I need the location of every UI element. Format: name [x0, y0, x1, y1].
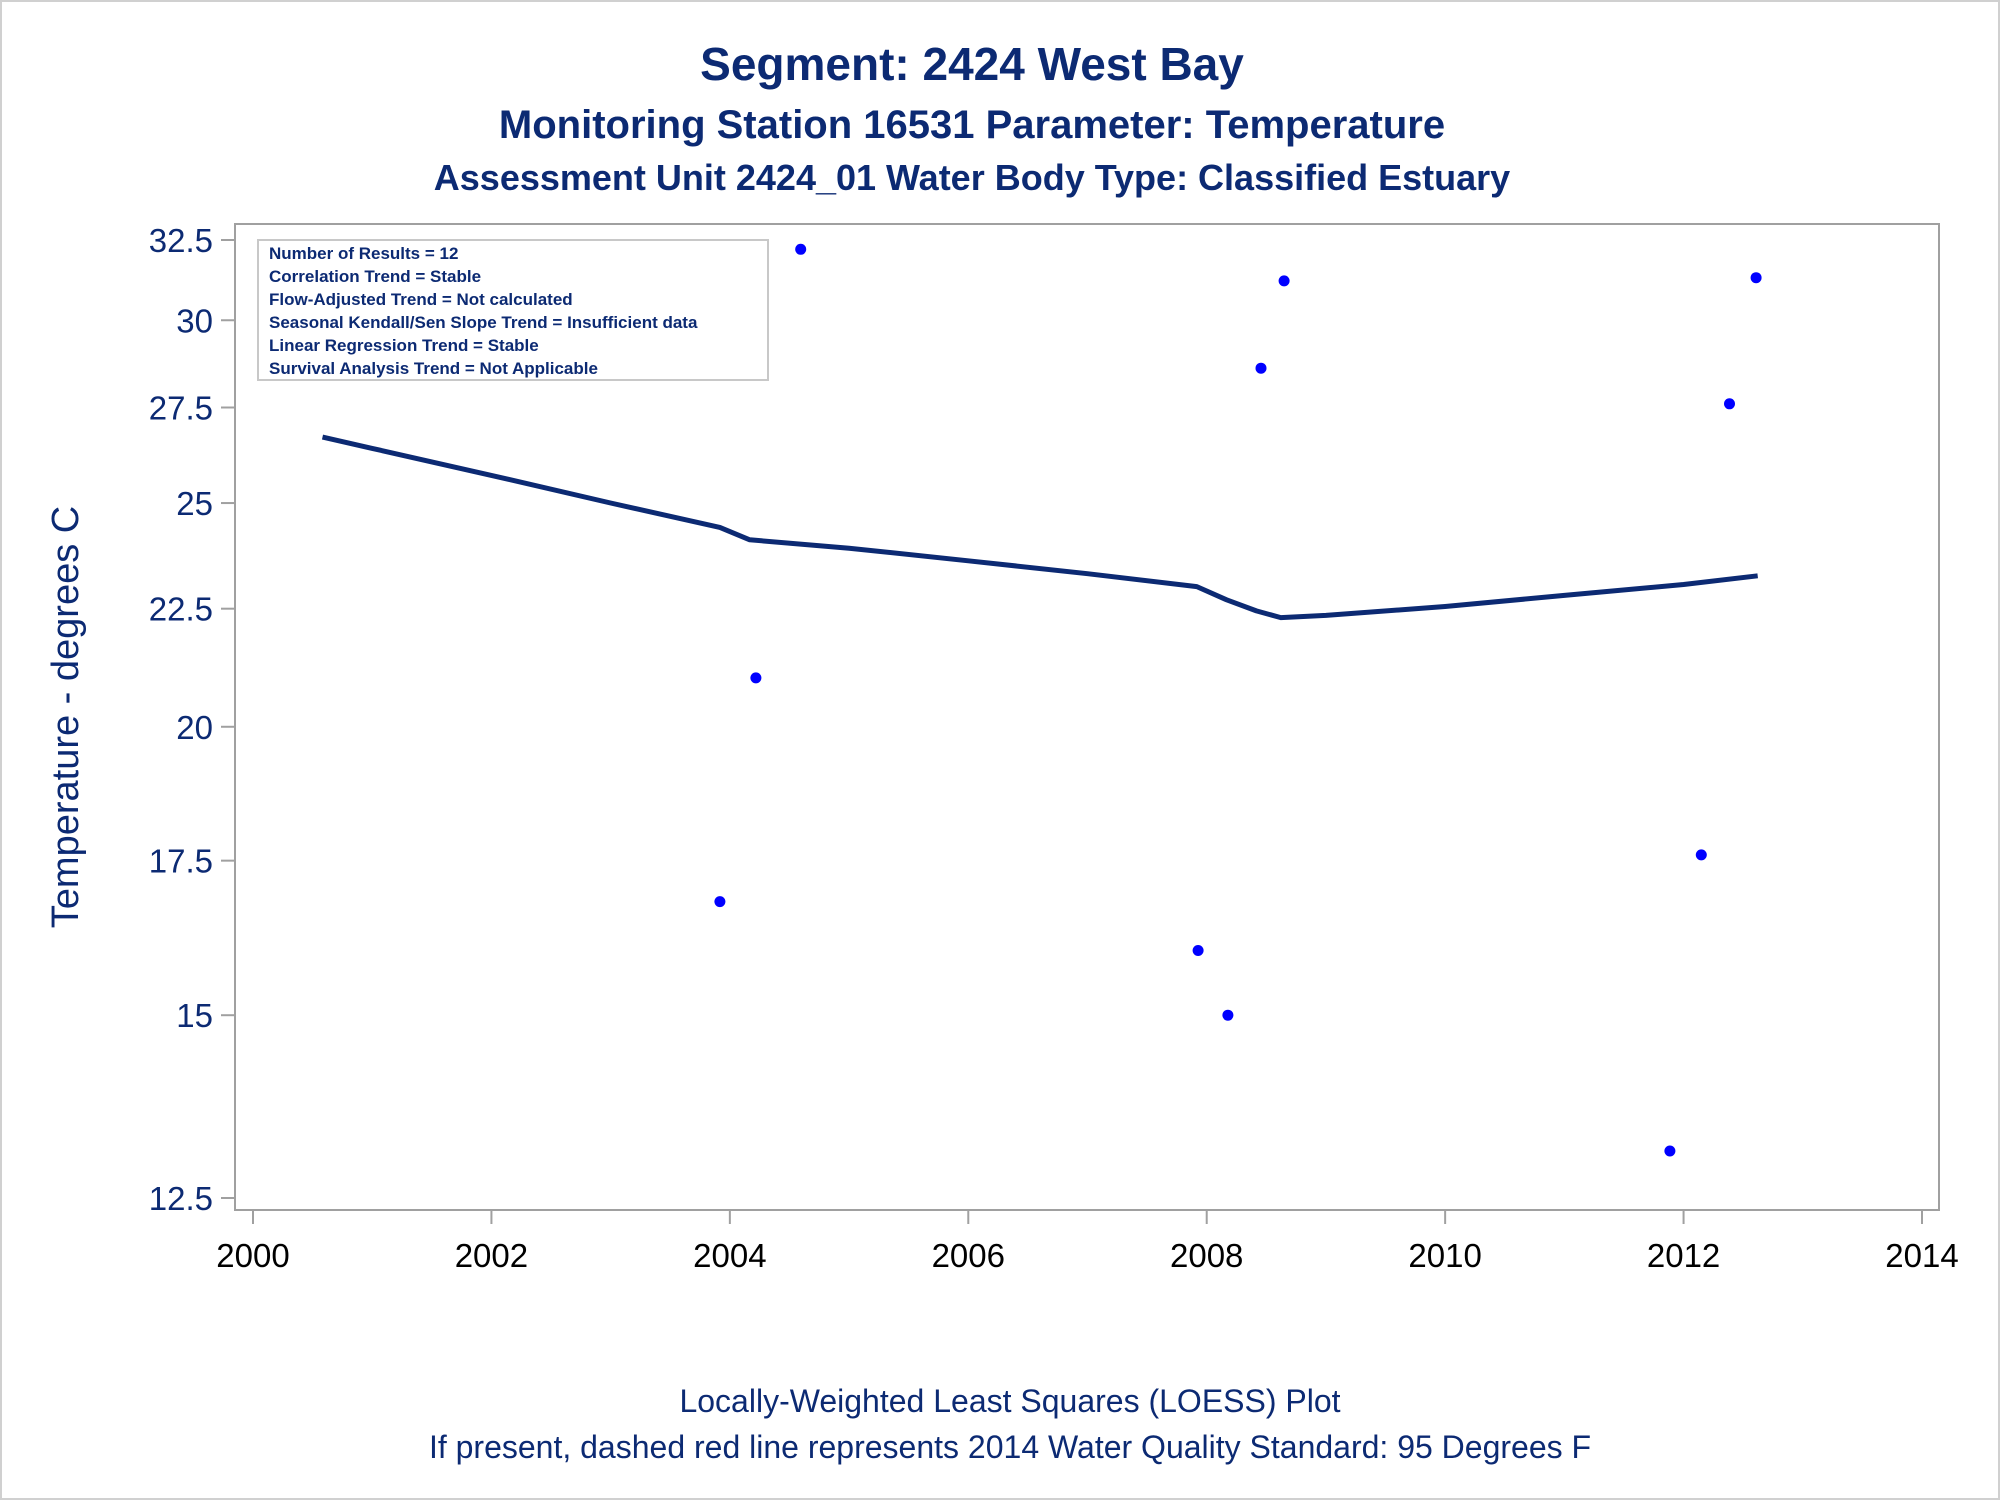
data-point — [714, 896, 726, 908]
x-tick-label: 2000 — [216, 1237, 289, 1274]
stat-line-linear-regression: Linear Regression Trend = Stable — [269, 336, 539, 355]
x-tick-label: 2008 — [1170, 1237, 1243, 1274]
data-point — [1724, 398, 1735, 410]
x-tick-label: 2012 — [1647, 1237, 1720, 1274]
stat-line-survival: Survival Analysis Trend = Not Applicable — [269, 359, 598, 378]
x-tick-label: 2010 — [1408, 1237, 1481, 1274]
x-axis: 2000 2002 2004 2006 2008 2010 2012 2014 — [216, 1210, 1959, 1274]
chart-subtitle-assessment: Assessment Unit 2424_01 Water Body Type:… — [434, 157, 1510, 198]
stat-line-correlation: Correlation Trend = Stable — [269, 267, 481, 286]
stat-line-flow-adjusted: Flow-Adjusted Trend = Not calculated — [269, 290, 573, 309]
stat-line-results: Number of Results = 12 — [269, 244, 458, 263]
footnote-standard: If present, dashed red line represents 2… — [429, 1429, 1591, 1465]
y-tick-label: 27.5 — [149, 389, 213, 426]
stat-line-seasonal-kendall: Seasonal Kendall/Sen Slope Trend = Insuf… — [269, 313, 698, 332]
y-tick-label: 32.5 — [149, 222, 213, 259]
stats-box: Number of Results = 12 Correlation Trend… — [257, 239, 769, 381]
stats-box-border — [257, 239, 769, 381]
y-tick-label: 20 — [176, 709, 213, 746]
loess-line — [321, 434, 1758, 621]
data-point — [795, 243, 807, 255]
y-tick-label: 22.5 — [149, 591, 213, 628]
footnote-loess: Locally-Weighted Least Squares (LOESS) P… — [679, 1383, 1340, 1419]
chart-title: Segment: 2424 West Bay — [700, 38, 1244, 90]
data-point — [1695, 849, 1707, 861]
y-axis-label: Temperature - degrees C — [45, 506, 87, 928]
scatter-points — [714, 243, 1762, 1157]
data-point — [1664, 1145, 1676, 1157]
data-point — [1192, 945, 1204, 956]
data-point — [750, 672, 762, 684]
x-tick-label: 2006 — [932, 1237, 1005, 1274]
y-tick-label: 12.5 — [149, 1180, 213, 1217]
data-point — [1750, 272, 1762, 284]
y-tick-label: 17.5 — [149, 843, 213, 880]
plot-area — [234, 223, 1940, 1211]
y-tick-label: 25 — [176, 485, 213, 522]
y-tick-label: 30 — [176, 302, 213, 339]
y-axis: 12.5 15 17.5 20 22.5 25 27.5 30 32.5 — [149, 222, 235, 1217]
data-point — [1278, 275, 1290, 287]
data-point — [1255, 362, 1267, 374]
y-tick-label: 15 — [176, 997, 213, 1034]
data-point — [1222, 1009, 1234, 1021]
chart-subtitle-station: Monitoring Station 16531 Parameter: Temp… — [499, 103, 1445, 147]
x-tick-label: 2004 — [693, 1237, 766, 1274]
x-tick-label: 2002 — [455, 1237, 528, 1274]
x-tick-label: 2014 — [1885, 1237, 1958, 1274]
